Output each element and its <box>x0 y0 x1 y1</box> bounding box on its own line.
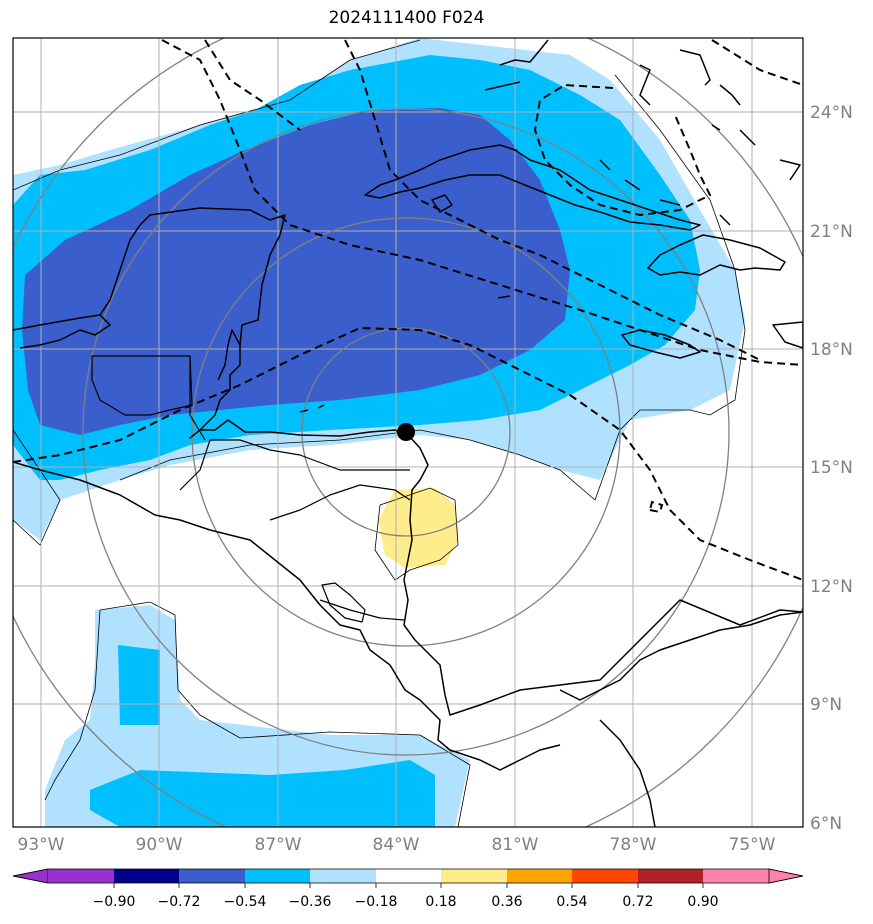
colorbar-bin <box>245 869 310 883</box>
map-title: 2024111400 F024 <box>328 8 485 28</box>
map-frame <box>12 37 804 828</box>
coastlines <box>13 39 803 827</box>
colorbar: −0.90 −0.72 −0.54 −0.36 −0.18 0.18 0.36 … <box>12 868 804 910</box>
colorbar-tick-label: 0.18 <box>425 894 456 910</box>
colorbar-tick-label: −0.54 <box>224 894 267 910</box>
range-rings <box>13 38 803 827</box>
lat-label-18n: 18°N <box>810 340 853 360</box>
range-ring-3 <box>82 108 730 756</box>
lat-labels: 24°N 21°N 18°N 15°N 12°N 9°N 6°N <box>810 103 853 834</box>
anomaly-fill-yellow <box>378 488 458 568</box>
colorbar-tick-label: −0.72 <box>158 894 201 910</box>
colorbar-tick-label: 0.54 <box>556 894 587 910</box>
colorbar-extend-left <box>12 868 49 884</box>
lon-label-90w: 90°W <box>136 835 183 855</box>
range-ring-1 <box>301 327 511 537</box>
colorbar-outline <box>12 868 804 884</box>
colorbar-ticks <box>113 883 704 888</box>
colorbar-tick-label: 0.36 <box>491 894 522 910</box>
colorbar-tick-label: −0.90 <box>93 894 136 910</box>
colorbar-bin <box>441 869 507 883</box>
lat-label-9n: 9°N <box>810 695 842 715</box>
colorbar-bin <box>310 869 376 883</box>
lon-label-87w: 87°W <box>255 835 302 855</box>
colorbar-bin <box>179 869 245 883</box>
storm-center-marker <box>397 423 415 441</box>
colorbar-bin <box>703 869 769 883</box>
colorbar-bin <box>114 869 179 883</box>
lon-label-84w: 84°W <box>373 835 420 855</box>
colorbar-tick-label: 0.72 <box>622 894 653 910</box>
colorbar-extend-right <box>768 868 804 884</box>
colorbar-bin <box>572 869 638 883</box>
lat-label-6n: 6°N <box>810 814 842 834</box>
lon-label-78w: 78°W <box>610 835 657 855</box>
lat-label-21n: 21°N <box>810 222 853 242</box>
colorbar-bin <box>376 869 441 883</box>
lon-labels: 93°W 90°W 87°W 84°W 81°W 78°W 75°W <box>18 835 776 855</box>
colorbar-tick-label: −0.36 <box>289 894 332 910</box>
lon-label-81w: 81°W <box>492 835 539 855</box>
lat-label-24n: 24°N <box>810 103 853 123</box>
lat-label-12n: 12°N <box>810 577 853 597</box>
range-ring-2 <box>191 217 621 647</box>
colorbar-bin <box>507 869 572 883</box>
colorbar-bin <box>48 869 114 883</box>
colorbar-tick-label: −0.18 <box>355 894 398 910</box>
colorbar-tick-label: 0.90 <box>687 894 718 910</box>
map-area <box>13 38 803 827</box>
lon-label-93w: 93°W <box>18 835 65 855</box>
dashed-contours <box>13 39 803 581</box>
lon-label-75w: 75°W <box>729 835 776 855</box>
lat-label-15n: 15°N <box>810 458 853 478</box>
colorbar-bin <box>638 869 703 883</box>
